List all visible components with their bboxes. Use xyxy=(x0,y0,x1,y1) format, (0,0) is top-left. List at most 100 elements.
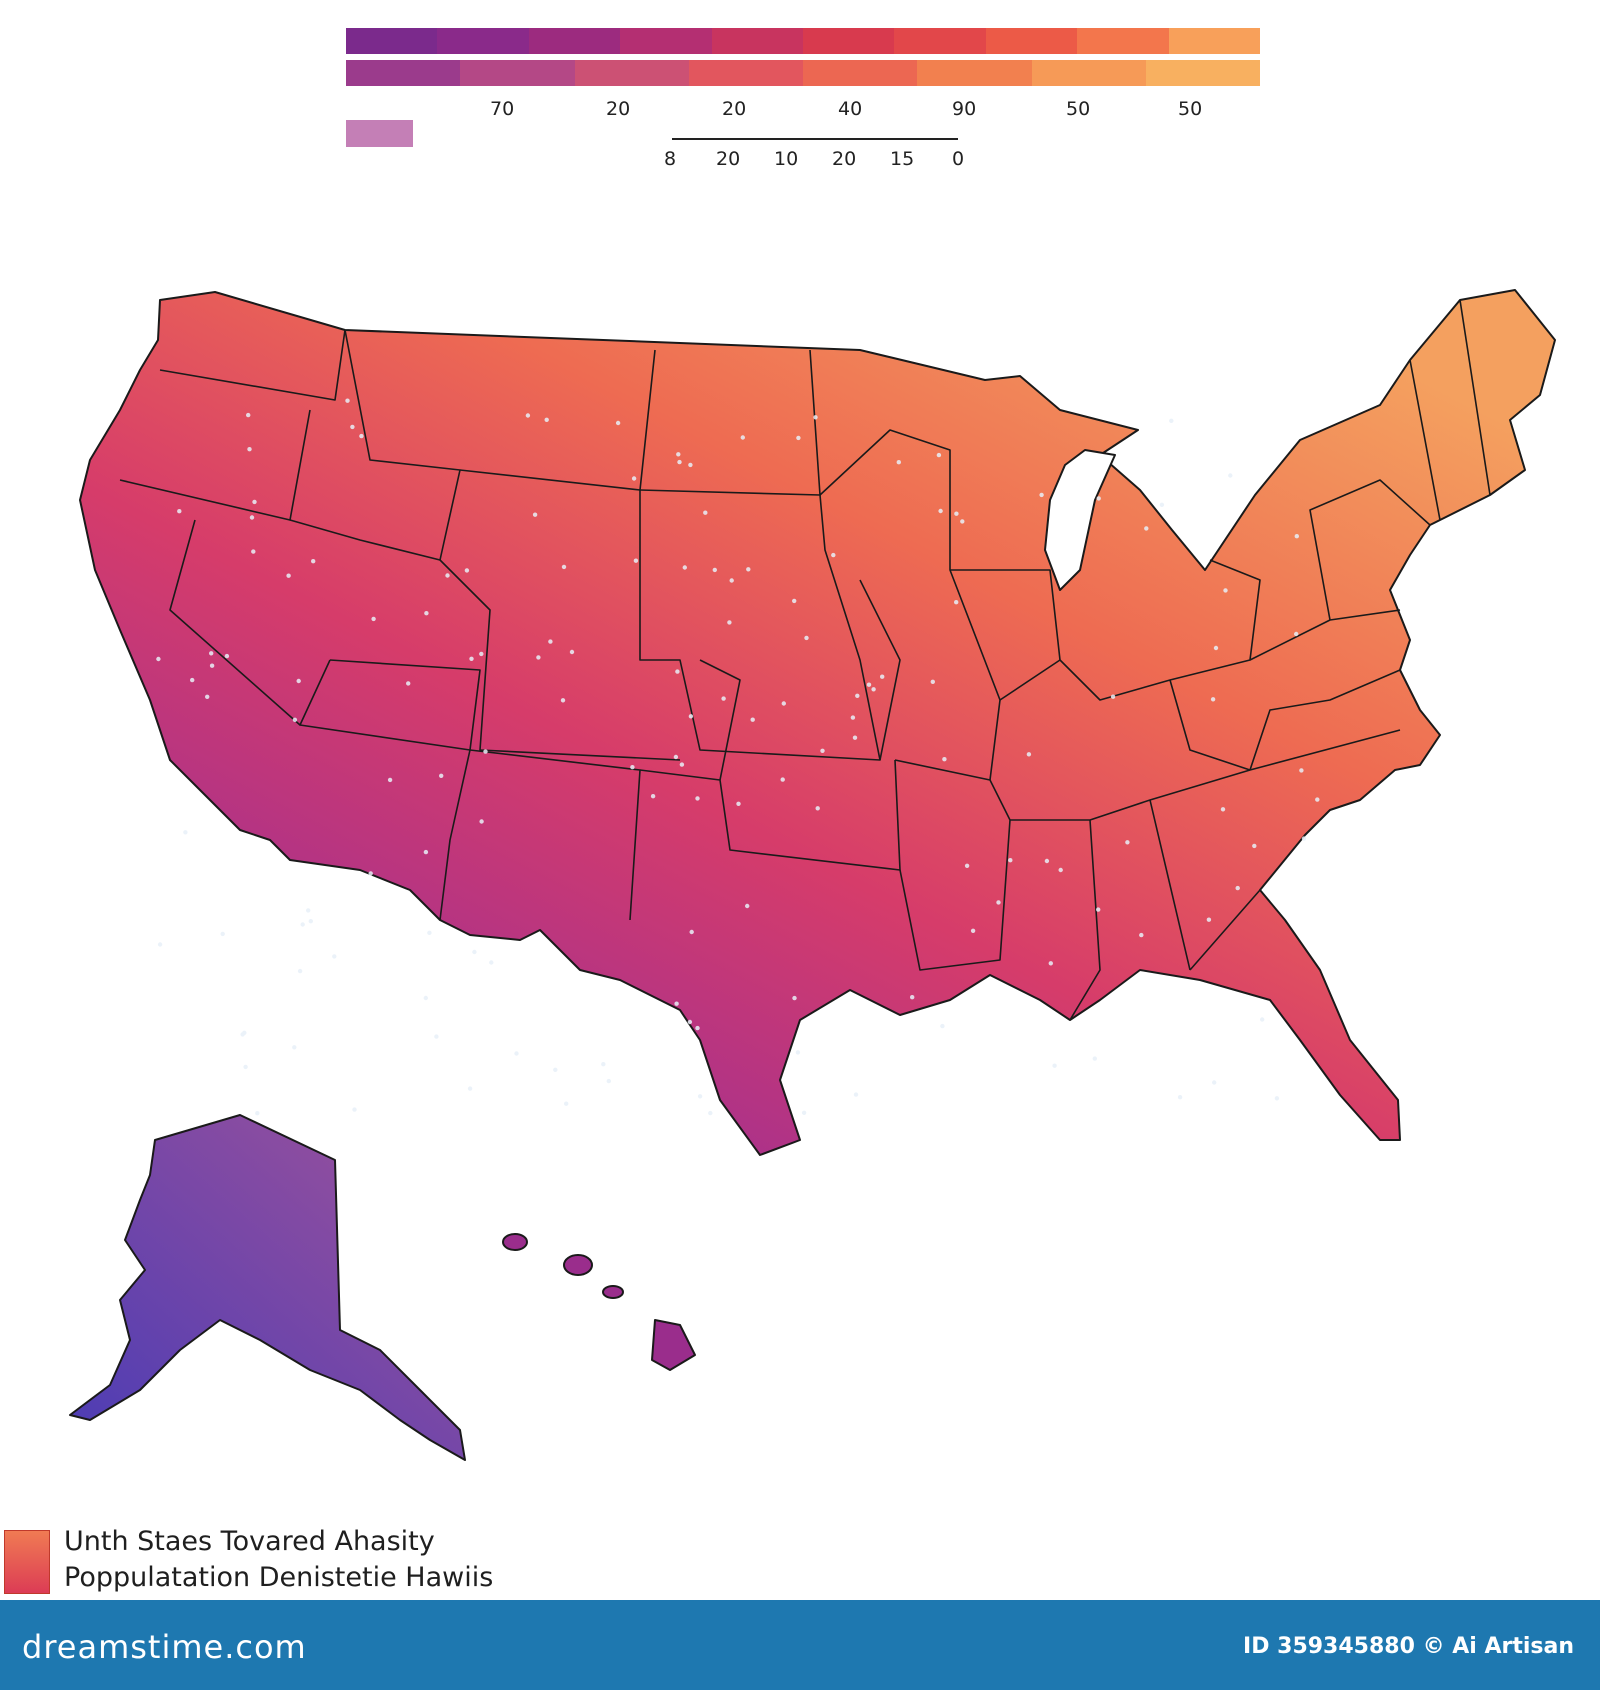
hawaii-island xyxy=(602,1285,624,1299)
hawaii-island xyxy=(651,1319,696,1371)
city-dot xyxy=(439,773,444,778)
city-dot xyxy=(311,559,316,564)
city-dot xyxy=(157,942,163,947)
city-dot xyxy=(896,460,901,465)
city-dot xyxy=(1274,1096,1280,1101)
city-dot xyxy=(1058,867,1063,873)
color-scale-segment xyxy=(346,60,461,86)
city-dot xyxy=(781,701,786,706)
city-dot xyxy=(688,714,694,719)
city-dot xyxy=(252,499,257,505)
city-dot xyxy=(866,682,872,687)
city-dot xyxy=(910,995,915,1000)
city-dot xyxy=(243,1064,248,1070)
lake-michigan xyxy=(1044,449,1116,591)
city-dot xyxy=(1125,840,1130,845)
city-dot xyxy=(676,452,681,457)
color-scale-segment xyxy=(1168,28,1261,54)
color-scale-bar-top xyxy=(346,28,1261,54)
city-dot xyxy=(727,620,732,625)
city-dot xyxy=(251,549,256,554)
color-scale-segment xyxy=(688,60,803,86)
scale-tick-label: 50 xyxy=(1178,98,1203,120)
city-dot xyxy=(1260,1017,1265,1022)
color-scale-segment xyxy=(917,60,1032,86)
hawaii-island xyxy=(502,1233,528,1251)
city-dot xyxy=(445,573,450,578)
city-dot xyxy=(880,674,885,679)
city-dot xyxy=(564,1101,569,1106)
city-dot xyxy=(1315,797,1320,802)
city-dot xyxy=(255,1111,260,1116)
city-dot xyxy=(156,656,161,662)
sub-scale-tick-label: 20 xyxy=(832,148,857,170)
city-dot xyxy=(209,663,215,668)
city-dot xyxy=(615,420,621,426)
scale-tick-label: 50 xyxy=(1066,98,1091,120)
scale-tick-label: 40 xyxy=(838,98,863,120)
city-dot xyxy=(855,693,860,698)
city-dot xyxy=(1169,418,1174,423)
city-dot xyxy=(815,806,820,811)
city-dot xyxy=(1026,752,1032,757)
sub-scale-tick-label: 15 xyxy=(890,148,915,170)
scale-tick-label: 70 xyxy=(490,98,515,120)
city-dot xyxy=(736,801,741,806)
watermark-footer-bar: dreamstime.com ID 359345880 © Ai Artisan xyxy=(0,1600,1600,1690)
sub-scale-tick-label: 10 xyxy=(774,148,799,170)
city-dot xyxy=(940,1023,945,1029)
city-dot xyxy=(249,515,255,520)
color-scale-bar-bottom xyxy=(346,60,1260,86)
city-dot xyxy=(544,417,549,422)
city-dot xyxy=(472,949,477,955)
scale-tick-label: 20 xyxy=(722,98,747,120)
sub-scale-axis-line xyxy=(672,138,958,140)
city-dot xyxy=(1299,768,1304,773)
city-dot xyxy=(1039,492,1044,498)
city-dot xyxy=(352,1107,357,1112)
city-dot xyxy=(820,748,825,753)
city-dot xyxy=(536,655,541,660)
city-dot xyxy=(1235,885,1240,891)
city-dot xyxy=(1008,858,1013,863)
city-dot xyxy=(423,849,429,855)
sub-scale-tick-label: 0 xyxy=(952,148,965,170)
city-dot xyxy=(306,908,311,913)
city-dot xyxy=(345,398,350,403)
city-dot xyxy=(1044,858,1050,864)
city-dot xyxy=(406,681,411,686)
color-scale-segment xyxy=(894,28,986,54)
city-dot xyxy=(745,903,750,909)
city-dot xyxy=(801,1110,807,1115)
city-dot xyxy=(514,1051,519,1056)
color-scale-segment xyxy=(574,60,689,86)
city-dot xyxy=(796,435,801,441)
city-dot xyxy=(601,1062,606,1067)
city-dot xyxy=(247,447,252,452)
city-dot xyxy=(350,424,355,430)
city-dot xyxy=(297,968,303,974)
city-dot xyxy=(469,656,474,661)
city-dot xyxy=(703,510,708,515)
city-dot xyxy=(489,960,494,965)
color-scale-segment xyxy=(803,28,895,54)
city-dot xyxy=(750,717,755,722)
city-dot xyxy=(970,928,976,933)
city-dot xyxy=(960,519,965,524)
city-dot xyxy=(548,639,553,644)
city-dot xyxy=(483,749,488,754)
city-dot xyxy=(954,511,959,516)
city-dot xyxy=(1252,843,1257,849)
city-dot xyxy=(1177,1095,1183,1100)
color-scale-segment xyxy=(620,28,712,54)
city-dot xyxy=(205,694,210,699)
city-dot xyxy=(630,765,635,770)
city-dot xyxy=(679,762,685,767)
city-dot xyxy=(871,687,876,692)
city-dot xyxy=(813,415,818,420)
city-dot xyxy=(368,871,373,876)
city-dot xyxy=(246,412,251,418)
sub-scale-tick-label: 8 xyxy=(664,148,677,170)
city-dot xyxy=(308,919,313,924)
city-dot xyxy=(688,462,693,468)
